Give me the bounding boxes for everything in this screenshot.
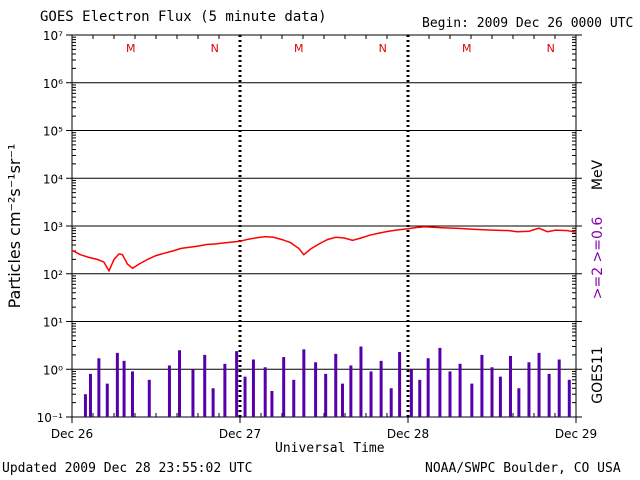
y-tick-label: 10⁻¹: [37, 411, 64, 425]
credit-text: NOAA/SWPC Boulder, CO USA: [425, 461, 621, 476]
y-tick-label: 10²: [43, 268, 63, 282]
y-tick-label: 10⁷: [43, 29, 63, 43]
x-tick-label: Dec 29: [555, 427, 597, 441]
y-tick-label: 10⁴: [43, 172, 63, 186]
begin-date: Begin: 2009 Dec 26 0000 UTC: [422, 16, 634, 31]
x-tick-label: Dec 27: [219, 427, 261, 441]
y-axis-label: Particles cm⁻²s⁻¹sr⁻¹: [5, 144, 24, 309]
flux-line: [71, 226, 577, 273]
y-tick-label: 10⁶: [43, 77, 63, 91]
right-unit-label: MeV: [590, 159, 606, 190]
x-axis-label: Universal Time: [275, 441, 385, 456]
day-marker: M: [462, 42, 472, 55]
day-marker: M: [126, 42, 136, 55]
y-tick-label: 10³: [43, 220, 63, 234]
x-tick-label: Dec 26: [51, 427, 93, 441]
chart-title: GOES Electron Flux (5 minute data): [40, 9, 327, 25]
y-tick-label: 10⁰: [43, 363, 63, 377]
day-marker: N: [379, 42, 387, 55]
y-tick-label: 10⁵: [43, 125, 63, 139]
updated-timestamp: Updated 2009 Dec 28 23:55:02 UTC: [2, 461, 253, 476]
day-marker: N: [547, 42, 555, 55]
right-satellite-label: GOES11: [590, 346, 606, 403]
y-tick-label: 10¹: [43, 316, 63, 330]
day-marker: N: [211, 42, 219, 55]
day-marker: M: [294, 42, 304, 55]
right-series-label: >=2 >=0.6: [590, 217, 606, 300]
x-tick-label: Dec 28: [387, 427, 429, 441]
